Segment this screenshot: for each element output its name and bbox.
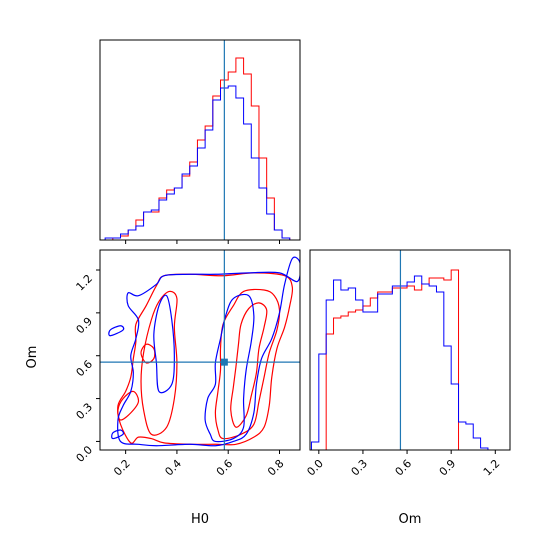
contour-red-level-1 [214,288,281,440]
h0-histogram-plot-area [104,40,298,240]
h0-hist-blue-series [104,85,298,240]
om-x-tick-label: 0.0 [304,457,326,479]
contour-blue-level-1 [204,293,255,443]
contour-x-tick-label: 0.6 [214,457,236,479]
om-histogram-plot-area [310,250,503,450]
h0-histogram-frame [99,39,301,241]
om-histogram-panel: 0.0 0.3 0.6 0.9 1.2 [304,249,511,479]
x-axis-label-h0: H0 [191,512,209,527]
contour-plot-area [100,250,300,450]
contour-y-tick-label: 0.0 [74,443,96,465]
contour-blue-level-3 [111,429,125,440]
om-histogram-frame [309,249,511,451]
contour-x-tick-label: 0.8 [265,457,287,479]
contour-x-tick-label: 0.2 [111,457,133,479]
contour-blue-level-4 [108,325,125,337]
contour-y-tick-label: 0.3 [74,401,96,423]
contour-red-level-3 [140,290,178,436]
contour-red-level-5 [140,343,156,364]
contour-red-level-4 [117,390,140,421]
contour-panel: 0.2 0.4 0.6 0.8 0.0 0.3 0.6 0.9 1.2 [74,249,301,479]
contour-x-tick-label: 0.4 [162,457,184,479]
x-axis-label-om: Om [399,512,422,527]
om-x-tick-label: 0.3 [348,457,370,479]
om-hist-red-series [311,269,503,450]
contour-truth-marker [220,358,228,366]
om-x-tick-label: 0.9 [437,457,459,479]
contour-y-tick-label: 0.9 [74,315,96,337]
contour-y-tick-label: 1.2 [74,272,96,294]
contour-red-level-2 [230,302,268,428]
contour-y-tick-label: 0.6 [74,358,96,380]
contour-frame [99,249,301,451]
om-x-tick-label: 1.2 [481,457,503,479]
om-hist-blue-series [310,275,503,450]
contour-red-level-0 [117,272,294,446]
om-x-tick-label: 0.6 [393,457,415,479]
y-axis-label-om: Om [25,346,40,369]
contour-blue-level-0 [117,256,300,447]
contour-blue-level-2 [153,294,175,394]
h0-hist-red-series [105,57,298,240]
h0-histogram-panel [99,39,301,244]
